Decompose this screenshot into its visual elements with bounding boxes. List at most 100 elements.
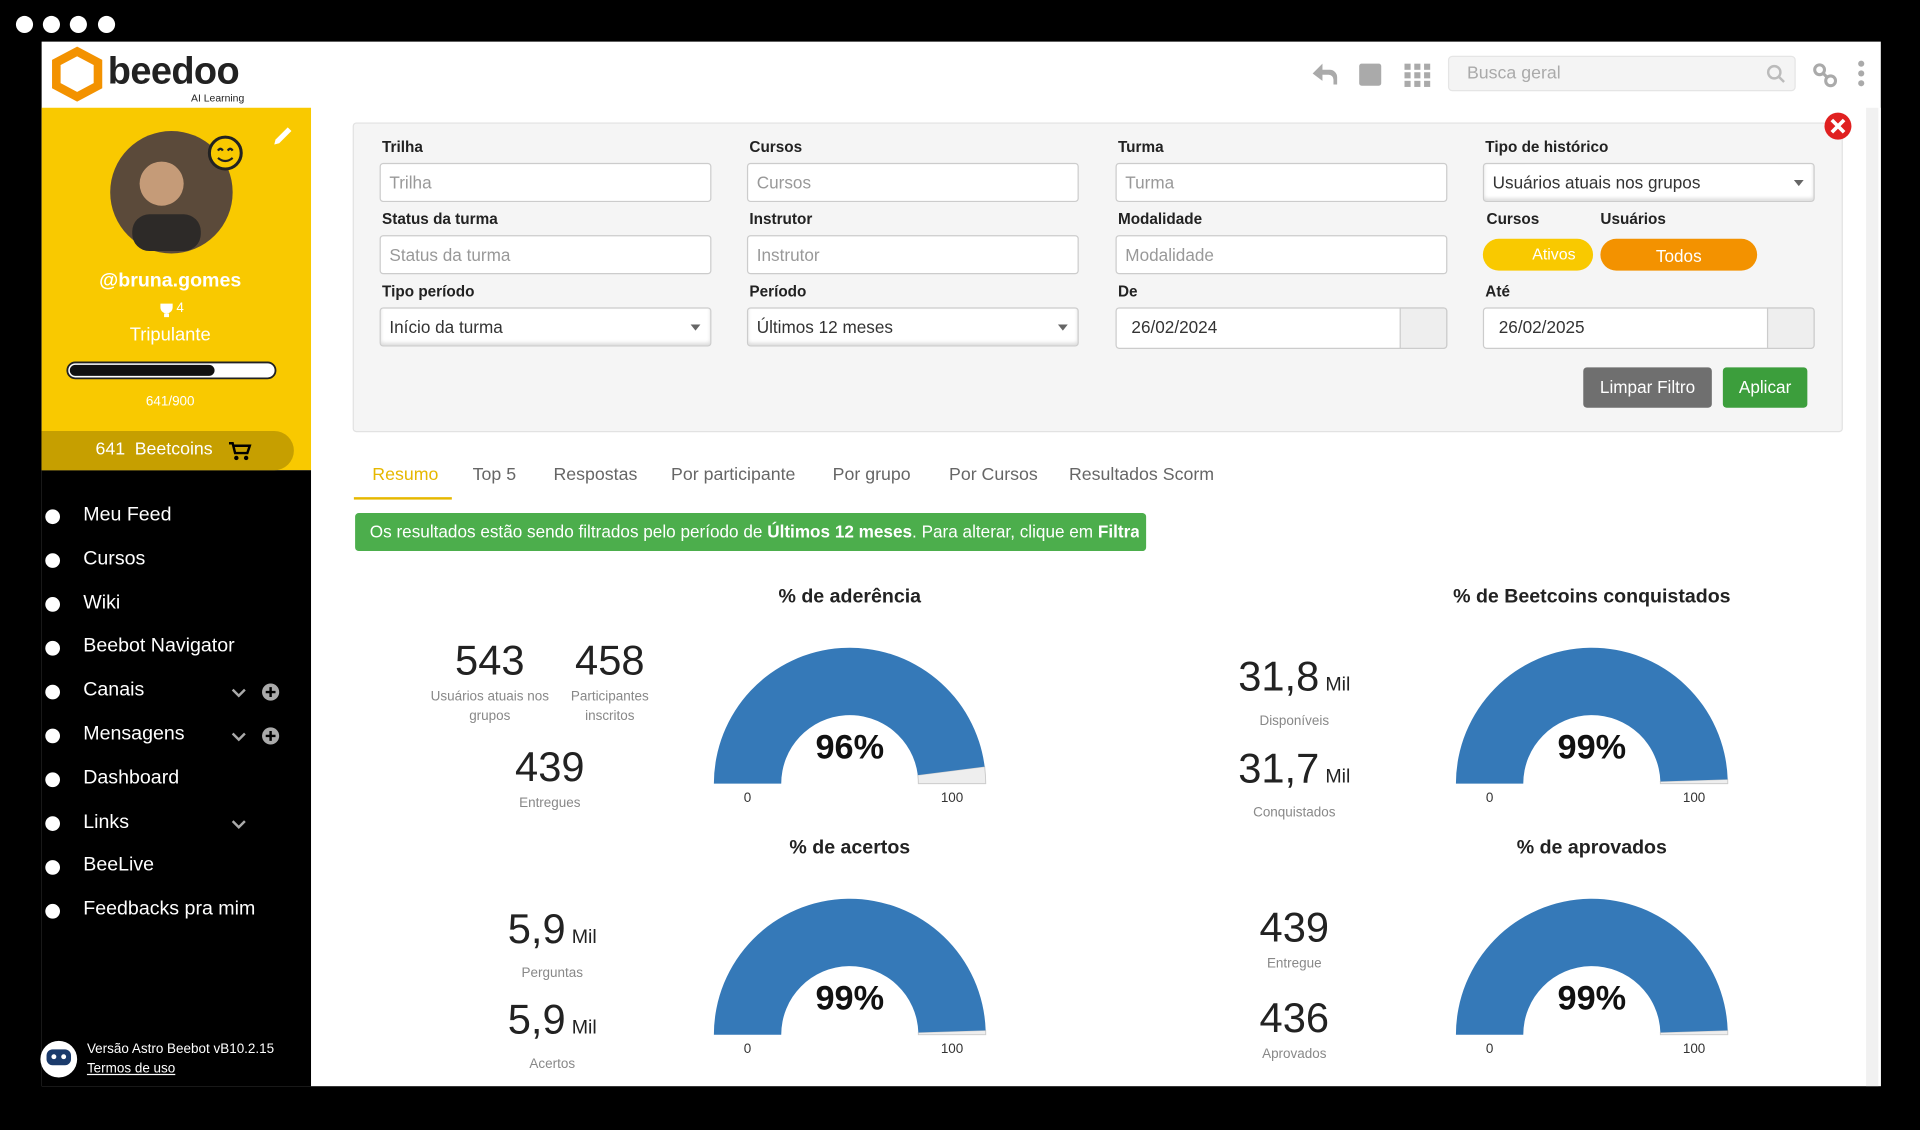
- stat-caption: Perguntas: [521, 966, 583, 981]
- field-input[interactable]: 26/02/2025: [1482, 307, 1815, 349]
- field-input[interactable]: Cursos: [746, 162, 1079, 203]
- field-label: Tipo período: [382, 282, 475, 301]
- stat-caption: Acertos: [529, 1056, 576, 1072]
- gauge-min: 0: [1486, 1041, 1493, 1056]
- toggle[interactable]: [1600, 238, 1758, 271]
- stat-value: 439: [515, 744, 585, 792]
- tab[interactable]: Por Cursos: [948, 465, 1038, 485]
- username: @bruna.gomes: [99, 270, 242, 292]
- tab[interactable]: Por grupo: [832, 465, 911, 485]
- logo-sub: AI Learning: [191, 91, 245, 105]
- gauge-value: 99%: [1558, 979, 1627, 1017]
- toggle-label: Usuários: [1600, 210, 1666, 228]
- menu-icon: [45, 509, 61, 525]
- toggle-option[interactable]: Todos: [1655, 246, 1702, 266]
- button[interactable]: Limpar Filtro: [1583, 367, 1712, 408]
- field-input[interactable]: Turma: [1115, 162, 1448, 203]
- tab[interactable]: Resultados Scorm: [1068, 465, 1215, 485]
- select-caret: [1057, 324, 1068, 335]
- gauge-fill: [713, 647, 985, 784]
- field-input[interactable]: Status da turma: [379, 235, 712, 275]
- menu-icon: [45, 860, 61, 875]
- stat-unit: Mil: [1325, 766, 1351, 788]
- toggle-label: Cursos: [1486, 210, 1540, 228]
- field-label: Turma: [1117, 138, 1164, 156]
- tab[interactable]: Por participante: [671, 465, 796, 485]
- menu-item[interactable]: Links: [83, 811, 130, 833]
- stat-caption: Aprovados: [1262, 1046, 1327, 1062]
- menu-icon: [45, 597, 61, 612]
- terms-link[interactable]: Termos de uso: [86, 1061, 176, 1077]
- stat-value: 31,8: [1238, 653, 1320, 701]
- stat-value: 5,9: [507, 996, 566, 1044]
- stat-caption: Usuários atuais nos grupos: [430, 689, 549, 724]
- field-input[interactable]: Início da turma: [379, 307, 712, 347]
- menu-icon: [45, 640, 61, 656]
- search-box[interactable]: Busca geral: [1466, 63, 1561, 84]
- field-input[interactable]: 26/02/2024: [1115, 307, 1448, 349]
- coins[interactable]: 641: [95, 439, 126, 460]
- menu-icon: [45, 684, 61, 700]
- gauge-track: [1659, 1029, 1729, 1036]
- toggle[interactable]: [1482, 238, 1594, 271]
- stat-caption: Conquistados: [1253, 805, 1336, 821]
- stat-caption: Disponíveis: [1259, 713, 1330, 729]
- select-caret: [1793, 180, 1804, 191]
- banner-text: Os resultados estão sendo filtrados pelo…: [369, 521, 768, 542]
- calendar-button[interactable]: [1399, 307, 1448, 349]
- stat: 31,7 Mil Conquistados: [1221, 748, 1368, 823]
- stat-number: 543: [416, 640, 563, 682]
- stat-value: 5,9: [507, 906, 566, 953]
- stat-caption: Participantes inscritos: [570, 689, 649, 724]
- menu-item[interactable]: Meu Feed: [83, 504, 172, 526]
- calendar-button[interactable]: [1766, 307, 1815, 349]
- stat-number: 31,8 Mil: [1221, 656, 1368, 706]
- chevron: [231, 688, 246, 698]
- gauge-title: % de aderência: [779, 586, 923, 608]
- menu-item[interactable]: Cursos: [83, 548, 146, 570]
- field-input[interactable]: Últimos 12 meses: [746, 307, 1079, 347]
- button[interactable]: Aplicar: [1722, 367, 1808, 408]
- gauge-fill: [1455, 647, 1728, 784]
- gauge-min: 0: [1486, 790, 1493, 805]
- stat-unit: Mil: [571, 1017, 597, 1039]
- toggle-option[interactable]: Ativos: [1532, 244, 1576, 264]
- chevron: [231, 732, 246, 742]
- menu-item[interactable]: Canais: [83, 679, 145, 701]
- gauge-title: % de acertos: [789, 837, 910, 859]
- banner-text: . Para alterar, clique em: [912, 521, 1098, 542]
- logo: beedoo: [107, 48, 240, 92]
- field-input[interactable]: Usuários atuais nos grupos: [1482, 162, 1815, 203]
- gauge-title: % de aprovados: [1517, 837, 1667, 859]
- menu-icon: [45, 553, 61, 568]
- stat-number: 439: [1221, 907, 1368, 949]
- tab[interactable]: Top 5: [472, 465, 517, 485]
- stat-unit: Mil: [571, 926, 597, 948]
- progress-label: 641/900: [145, 394, 195, 409]
- field-label: Status da turma: [382, 210, 498, 228]
- menu-icon: [45, 772, 61, 788]
- banner-bold: Filtrar: [1097, 521, 1139, 542]
- menu-item[interactable]: Wiki: [83, 592, 121, 613]
- field-input[interactable]: Modalidade: [1115, 235, 1448, 275]
- gauge-track: [1659, 778, 1729, 785]
- select-caret: [690, 324, 701, 335]
- menu-icon: [45, 816, 61, 831]
- menu-item[interactable]: Dashboard: [83, 767, 180, 789]
- stat: 5,9 Mil Perguntas: [479, 909, 626, 984]
- menu-icon: [45, 903, 61, 919]
- field-input[interactable]: Instrutor: [746, 235, 1079, 275]
- tab[interactable]: Resumo: [372, 465, 439, 485]
- gauge-min: 0: [744, 790, 751, 805]
- menu-item[interactable]: Feedbacks pra mim: [83, 899, 256, 920]
- field-input[interactable]: Trilha: [379, 162, 712, 203]
- coins-label[interactable]: Beetcoins: [134, 439, 213, 460]
- menu-item[interactable]: BeeLive: [83, 855, 155, 876]
- tab[interactable]: Respostas: [553, 465, 638, 485]
- menu-item[interactable]: Mensagens: [83, 723, 185, 745]
- field-label: Até: [1485, 282, 1510, 301]
- stat-value: 543: [455, 637, 525, 685]
- menu-item[interactable]: Beebot Navigator: [83, 635, 235, 657]
- stat-number: 5,9 Mil: [479, 909, 626, 959]
